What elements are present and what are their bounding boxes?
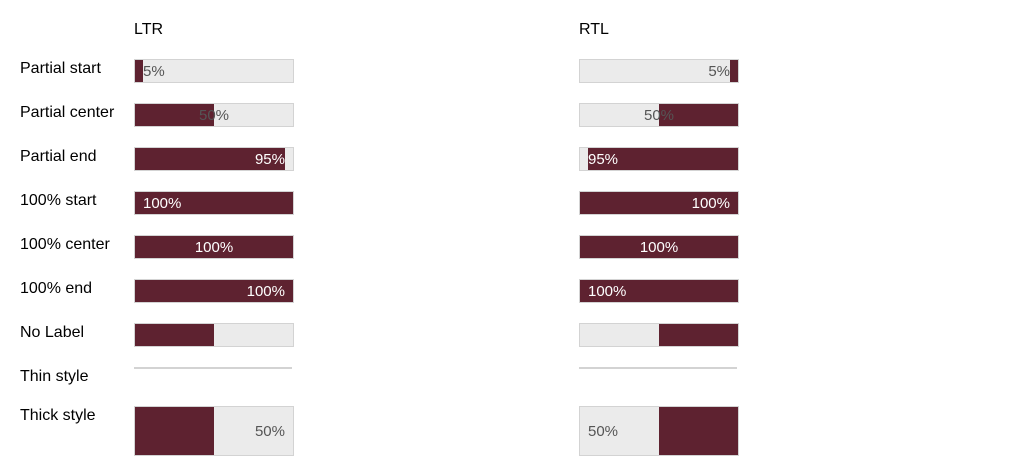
progress-bar-ltr-partial-center: 50%	[134, 103, 294, 127]
row-label-no-label: No Label	[20, 324, 85, 341]
progress-bar-rtl-no-label	[579, 323, 739, 347]
progress-bar-ltr-full-end: 100%	[134, 279, 294, 303]
progress-fill	[587, 148, 738, 170]
progress-label: 100%	[246, 282, 285, 300]
progress-label: 5%	[143, 62, 165, 80]
progress-label: 95%	[254, 150, 285, 168]
row-label-full-end: 100% end	[20, 280, 93, 297]
progress-label: 100%	[639, 238, 679, 256]
progress-fill	[135, 192, 293, 214]
progress-bar-rtl-partial-start: 5%	[579, 59, 739, 83]
progress-fill	[135, 280, 293, 302]
progress-label: 50%	[643, 106, 675, 124]
progress-fill	[135, 324, 214, 346]
progress-label: 100%	[143, 194, 182, 212]
progress-bar-ltr-thin	[134, 367, 292, 369]
row-label-full-start: 100% start	[20, 192, 97, 209]
progress-bar-ltr-partial-end: 95%	[134, 147, 294, 171]
progress-bar-rtl-thin	[579, 367, 737, 369]
progress-fill	[580, 236, 738, 258]
progress-fill	[730, 60, 738, 82]
progress-fill	[659, 324, 738, 346]
progress-label: 50%	[254, 422, 285, 440]
column-header-rtl: RTL	[579, 21, 609, 38]
progress-fill	[135, 407, 214, 455]
progress-bar-rtl-thick: 50%	[579, 406, 739, 456]
row-label-partial-start: Partial start	[20, 60, 101, 77]
progress-label: 100%	[691, 194, 730, 212]
row-label-full-center: 100% center	[20, 236, 110, 253]
progress-bar-rtl-full-center: 100%	[579, 235, 739, 259]
row-label-partial-center: Partial center	[20, 104, 115, 121]
column-header-ltr: LTR	[134, 21, 164, 38]
progress-fill	[580, 280, 738, 302]
progress-fill	[135, 236, 293, 258]
progress-bar-ltr-full-center: 100%	[134, 235, 294, 259]
progress-label: 100%	[588, 282, 627, 300]
row-label-thin-style: Thin style	[20, 368, 89, 385]
progress-bar-ltr-no-label	[134, 323, 294, 347]
row-label-partial-end: Partial end	[20, 148, 97, 165]
progress-label: 100%	[194, 238, 234, 256]
progress-label: 95%	[588, 150, 619, 168]
progress-bar-rtl-partial-center: 50%	[579, 103, 739, 127]
progress-bar-ltr-thick: 50%	[134, 406, 294, 456]
progress-fill	[135, 104, 214, 126]
progress-label: 5%	[708, 62, 730, 80]
progress-bar-rtl-partial-end: 95%	[579, 147, 739, 171]
progress-fill	[580, 192, 738, 214]
progress-fill	[135, 148, 286, 170]
progress-bar-ltr-full-start: 100%	[134, 191, 294, 215]
progress-fill	[659, 104, 738, 126]
progress-bar-ltr-partial-start: 5%	[134, 59, 294, 83]
progress-bar-rtl-full-start: 100%	[579, 191, 739, 215]
progress-label: 50%	[198, 106, 230, 124]
progress-label: 50%	[588, 422, 619, 440]
progress-fill	[659, 407, 738, 455]
progress-fill	[135, 60, 143, 82]
row-label-thick-style: Thick style	[20, 407, 96, 424]
progress-bar-rtl-full-end: 100%	[579, 279, 739, 303]
